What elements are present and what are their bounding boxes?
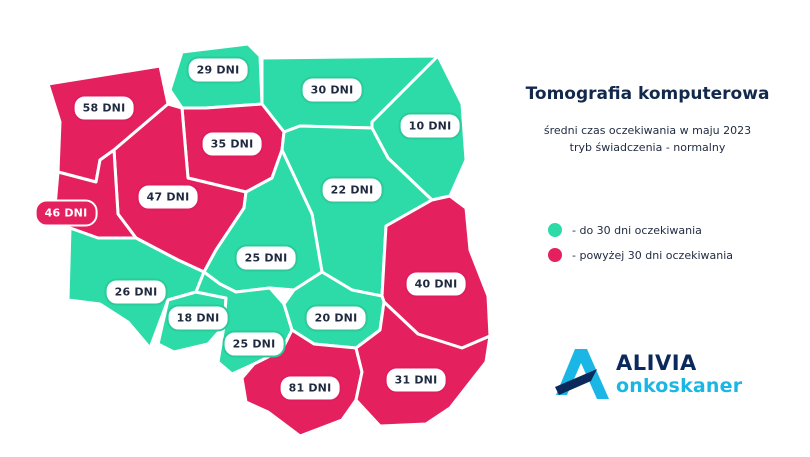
region-label: 25 DNI: [234, 244, 298, 272]
legend-label-high: - powyżej 30 dni oczekiwania: [572, 248, 734, 262]
region-16: [354, 300, 492, 428]
region-label: 18 DNI: [166, 304, 230, 332]
region-label: 47 DNI: [136, 183, 200, 211]
alivia-logo-icon: [555, 349, 609, 399]
region-label: 25 DNI: [222, 330, 286, 358]
region-label: 29 DNI: [186, 56, 250, 84]
legend: - do 30 dni oczekiwania - powyżej 30 dni…: [548, 220, 733, 270]
region-label: 30 DNI: [300, 76, 364, 104]
region-label: 46 DNI: [34, 199, 98, 227]
region-label: 31 DNI: [384, 366, 448, 394]
legend-dot-low: [548, 223, 562, 237]
region-label: 81 DNI: [278, 374, 342, 402]
subtitle-line-1: średni czas oczekiwania w maju 2023: [543, 124, 752, 137]
legend-dot-high: [548, 248, 562, 262]
subtitle-line-2: tryb świadczenia - normalny: [569, 141, 726, 154]
map-title: Tomografia komputerowa: [525, 84, 770, 104]
legend-item-low: - do 30 dni oczekiwania: [548, 220, 733, 240]
region-label: 35 DNI: [200, 130, 264, 158]
region-label: 22 DNI: [320, 176, 384, 204]
region-label: 58 DNI: [72, 94, 136, 122]
map-subtitle: średni czas oczekiwania w maju 2023 tryb…: [520, 122, 775, 156]
region-label: 20 DNI: [304, 304, 368, 332]
region-label: 26 DNI: [104, 278, 168, 306]
logo-name: ALIVIA: [616, 351, 697, 375]
alivia-logo: ALIVIA onkoskaner: [553, 345, 753, 403]
legend-item-high: - powyżej 30 dni oczekiwania: [548, 245, 733, 265]
legend-label-low: - do 30 dni oczekiwania: [572, 223, 702, 237]
region-label: 40 DNI: [404, 270, 468, 298]
region-label: 10 DNI: [398, 112, 462, 140]
logo-sub: onkoskaner: [616, 375, 743, 397]
